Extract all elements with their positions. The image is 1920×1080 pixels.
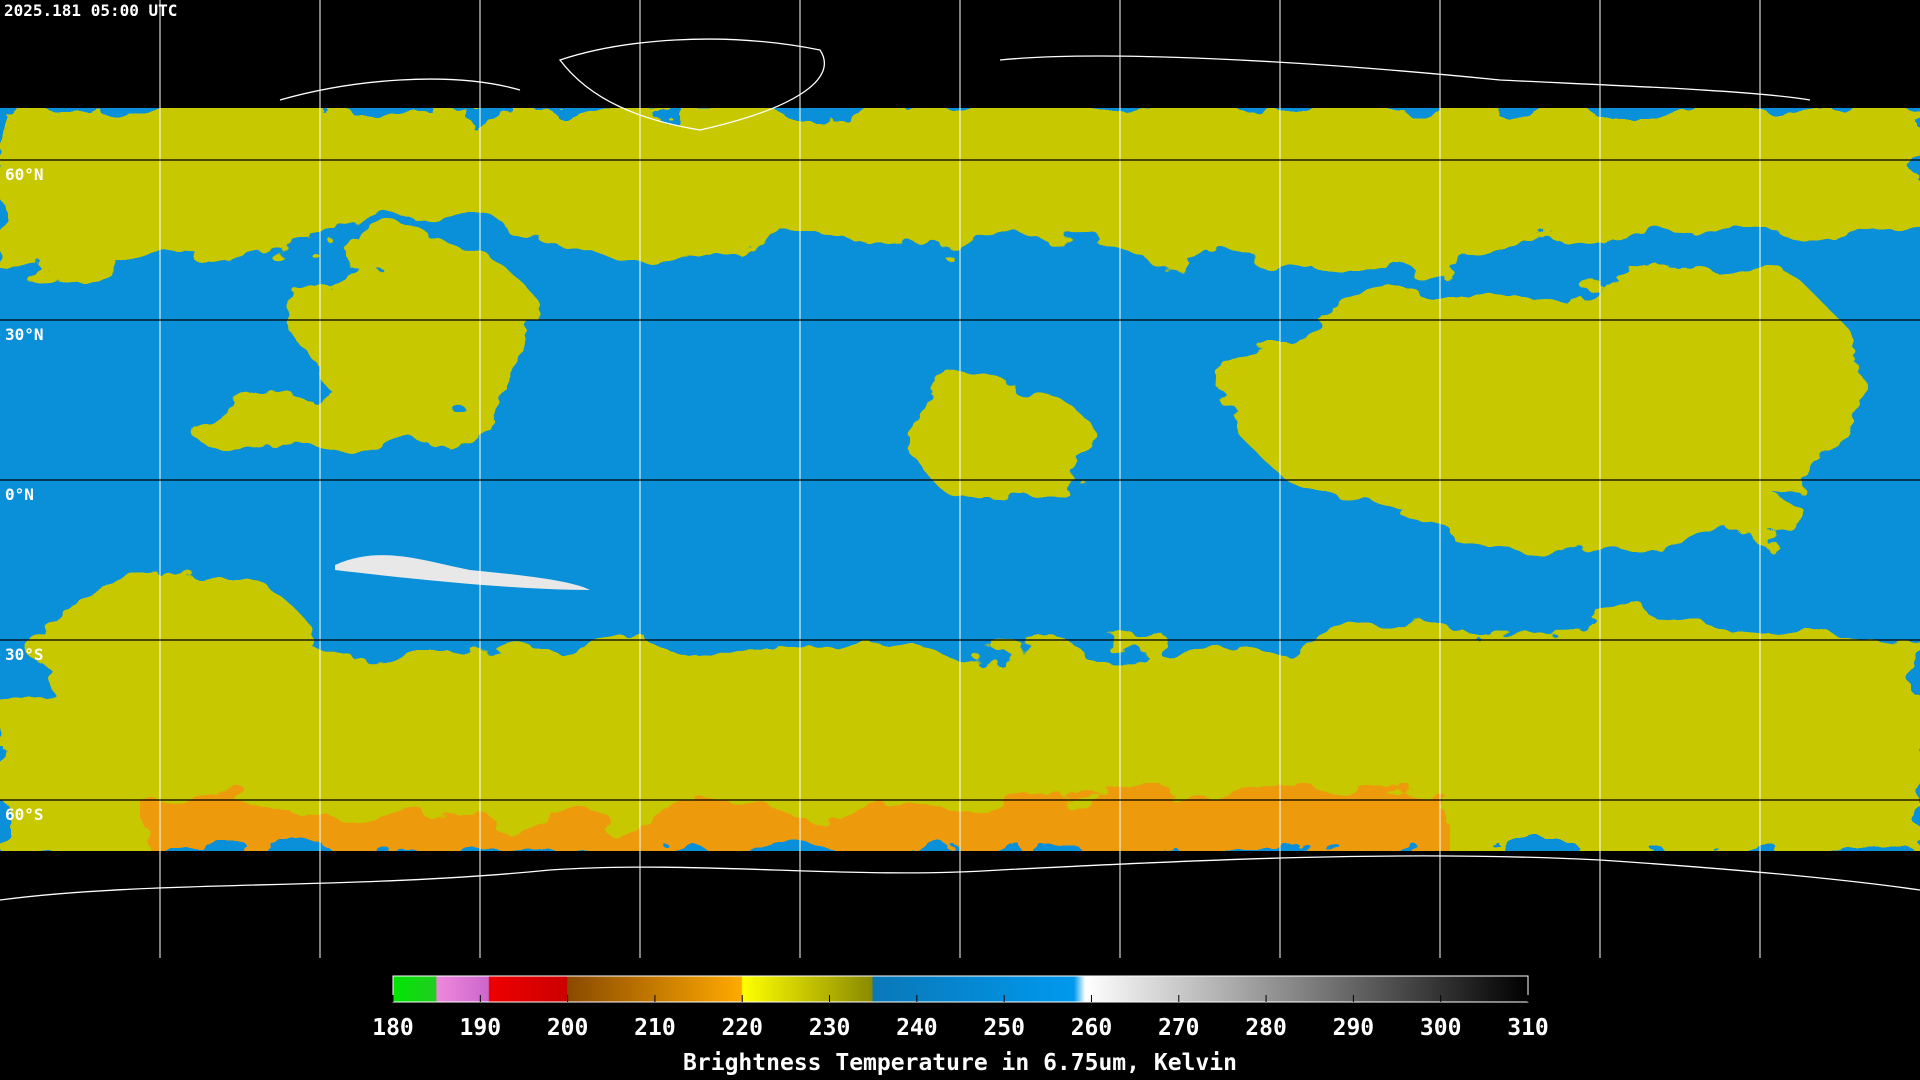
colorbar-tick-label: 310 [1507,1015,1549,1041]
colorbar-tick-label: 190 [460,1015,502,1041]
colorbar-tick-label: 240 [896,1015,938,1041]
colorbar-tick-label: 200 [547,1015,589,1041]
colorbar-tick-label: 230 [809,1015,851,1041]
colorbar-tick-label: 210 [634,1015,676,1041]
colorbar-ticks: 180 190 200 210 220 230 240 250 260 270 280 290 300 3… [372,995,1549,1041]
latitude-label: 60°N [5,165,44,184]
latitude-label: 30°S [5,645,44,664]
colorbar-tick-label: 260 [1071,1015,1113,1041]
parallels: 60°N 30°N 0°N 30°S 60°S [0,159,1920,824]
colorbar-tick-label: 280 [1245,1015,1287,1041]
colorbar-title: Brightness Temperature in 6.75um, Kelvin [683,1050,1237,1076]
colorbar [392,975,1529,1003]
colorbar-tick-label: 220 [721,1015,763,1041]
colorbar-tick-label: 300 [1420,1015,1462,1041]
colorbar-tick-label: 250 [983,1015,1025,1041]
coastlines [0,38,1920,901]
latitude-label: 0°N [5,485,34,504]
colorbar-tick-label: 290 [1333,1015,1375,1041]
latitude-label: 30°N [5,325,44,344]
colorbar-tick-label: 180 [372,1015,414,1041]
timestamp: 2025.181 05:00 UTC [4,1,177,20]
latitude-label: 60°S [5,805,44,824]
colorbar-tick-label: 270 [1158,1015,1200,1041]
warm-patch [335,555,590,590]
